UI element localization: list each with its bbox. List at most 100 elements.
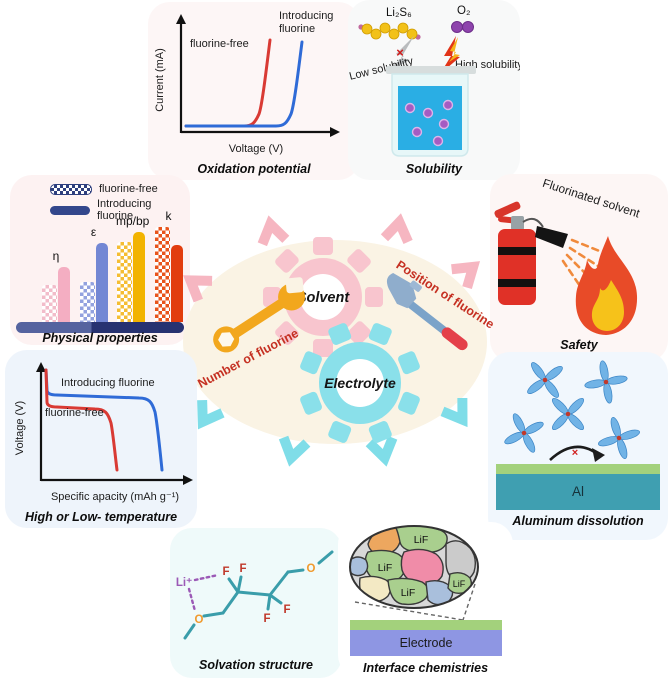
svg-text:O: O xyxy=(307,563,316,575)
physical-properties-bars: η ε mp/bp k xyxy=(22,209,183,322)
panel-title-solvation: Solvation structure xyxy=(199,658,313,672)
panel-temperature: Voltage (V) Specific apacity (mAh g⁻¹) I… xyxy=(5,350,197,528)
panel-title-physical-properties: Physical properties xyxy=(42,331,158,345)
sei-grain-patches xyxy=(350,526,478,608)
bar-category-label: ε xyxy=(90,225,97,240)
passivation-layer xyxy=(496,464,660,474)
solvent-gear-icon xyxy=(263,237,383,357)
panel-title-safety: Safety xyxy=(560,338,598,352)
legend-swatch-checkered xyxy=(50,183,92,195)
flame-icon xyxy=(575,236,638,335)
bar-checkered-3 xyxy=(154,227,170,322)
lithium-coordination-bonds xyxy=(187,573,220,613)
physical-properties-legend: fluorine-free Introducing fluorine xyxy=(50,183,190,225)
svg-text:LiF: LiF xyxy=(378,562,393,574)
panel-title-aluminum: Aluminum dissolution xyxy=(512,514,644,528)
curve-label-fluorine-free: fluorine-free xyxy=(45,407,104,419)
electrode-block xyxy=(350,630,502,656)
al-label: Al xyxy=(572,484,584,499)
panel-solvation-structure: Li⁺ F F F F O O Solvation structure xyxy=(170,528,342,678)
temperature-plot: Voltage (V) Specific apacity (mAh g⁻¹) xyxy=(14,362,193,503)
solvent-label: Solvent xyxy=(297,290,351,306)
x-axis-arrow xyxy=(330,127,340,137)
panel-title-interface: Interface chemistries xyxy=(362,661,489,675)
beaker-icon xyxy=(386,66,476,157)
y-axis-label: Current (mA) xyxy=(154,48,166,112)
legend-row: Introducing fluorine xyxy=(50,198,190,222)
curve-label-fluorine-free: fluorine-free xyxy=(190,38,249,50)
o2-label: O₂ xyxy=(457,5,470,17)
fluorinated-solvent-label: Fluorinated solvent xyxy=(541,176,642,221)
bar-checkered-1 xyxy=(79,282,95,322)
bar-category-label: mp/bp xyxy=(116,213,150,228)
legend-swatch-solid xyxy=(50,205,90,215)
curve-introducing-fluorine xyxy=(184,40,304,128)
legend-label-fluorine-free: fluorine-free xyxy=(99,183,158,195)
bar-category-label: η xyxy=(52,248,60,263)
bar-checkered-0 xyxy=(42,284,57,322)
x-axis-label: Voltage (V) xyxy=(229,143,283,155)
lif-labels: LiF LiF LiF LiF xyxy=(378,534,466,599)
chevron-icons-cyan xyxy=(197,397,468,467)
curve-label-introducing-fluorine: Introducing fluorine xyxy=(279,10,334,35)
plot-axes xyxy=(39,370,185,482)
panel-safety: Fluorinated solvent Safety xyxy=(490,174,668,362)
svg-text:×: × xyxy=(396,45,404,60)
molecule-bonds xyxy=(183,550,334,640)
panel-title-solubility: Solubility xyxy=(405,162,463,176)
sei-layer xyxy=(350,620,502,630)
oxygen-molecule-icon xyxy=(451,21,474,33)
magnifier-callout-lines xyxy=(354,583,476,621)
legend-label-introducing-fluorine: Introducing fluorine xyxy=(97,198,152,222)
x-axis-label: Specific apacity (mAh g⁻¹) xyxy=(51,491,179,503)
fire-extinguisher-icon xyxy=(494,201,568,305)
bar-checkered-2 xyxy=(117,242,132,322)
safety-art: Fluorinated solvent xyxy=(494,176,642,335)
al-block xyxy=(496,474,660,510)
hammer-icon xyxy=(386,272,468,351)
svg-text:LiF: LiF xyxy=(401,587,416,599)
spray-lines xyxy=(561,238,604,288)
panel-oxidation-potential: Current (mA) Voltage (V) fluorine-free I… xyxy=(148,2,360,180)
panel-aluminum-dissolution: × Al Aluminum dissolution xyxy=(488,352,668,540)
blocked-dissolution-arrow: × xyxy=(549,445,605,462)
curve-introducing-fluorine xyxy=(44,368,164,472)
solubility-art: Li₂S₆ × Low solubility O₂ xyxy=(348,5,520,157)
svg-text:×: × xyxy=(572,447,578,459)
lightning-icon xyxy=(440,36,460,74)
oxygen-labels: O O xyxy=(195,563,316,626)
svg-text:F: F xyxy=(263,613,270,625)
y-axis-label: Voltage (V) xyxy=(14,401,26,455)
panel-solubility: Li₂S₆ × Low solubility O₂ xyxy=(348,0,520,180)
chart-baseline-bar xyxy=(16,322,184,333)
aluminum-art: × Al xyxy=(496,356,660,510)
bar-solid-2 xyxy=(133,231,145,322)
svg-text:LiF: LiF xyxy=(453,579,466,589)
curve-label-introducing-fluorine: Introducing fluorine xyxy=(61,377,155,389)
oxidation-plot: Current (mA) Voltage (V) xyxy=(154,14,340,155)
li2s6-label: Li₂S₆ xyxy=(386,7,412,19)
sulfur-chain-icon xyxy=(358,22,421,40)
svg-text:F: F xyxy=(239,563,246,575)
electrolyte-label: Electrolyte xyxy=(324,375,396,391)
curve-fluorine-free xyxy=(184,38,272,128)
plot-axes xyxy=(179,22,332,134)
svg-text:LiF: LiF xyxy=(414,534,429,546)
bar-solid-0 xyxy=(58,266,70,322)
interface-art: LiF LiF LiF LiF Electrode xyxy=(349,525,502,656)
wrench-icon xyxy=(213,277,306,353)
y-axis-arrow xyxy=(36,362,46,372)
fluorine-labels: F F F F xyxy=(222,563,290,625)
electrolyte-gear-icon xyxy=(300,323,420,443)
crossed-lightning-icon: × xyxy=(386,36,414,72)
solvation-art: Li⁺ F F F F O O xyxy=(176,550,334,640)
x-axis-arrow xyxy=(183,475,193,485)
svg-text:F: F xyxy=(222,566,229,578)
chevron-icons-pink xyxy=(183,213,481,303)
bar-solid-3 xyxy=(170,245,183,322)
svg-text:O: O xyxy=(195,614,204,626)
panel-interface-chemistries: LiF LiF LiF LiF Electrode Interface chem… xyxy=(338,522,513,677)
y-axis-arrow xyxy=(176,14,186,24)
panel-title-oxidation: Oxidation potential xyxy=(197,162,311,176)
